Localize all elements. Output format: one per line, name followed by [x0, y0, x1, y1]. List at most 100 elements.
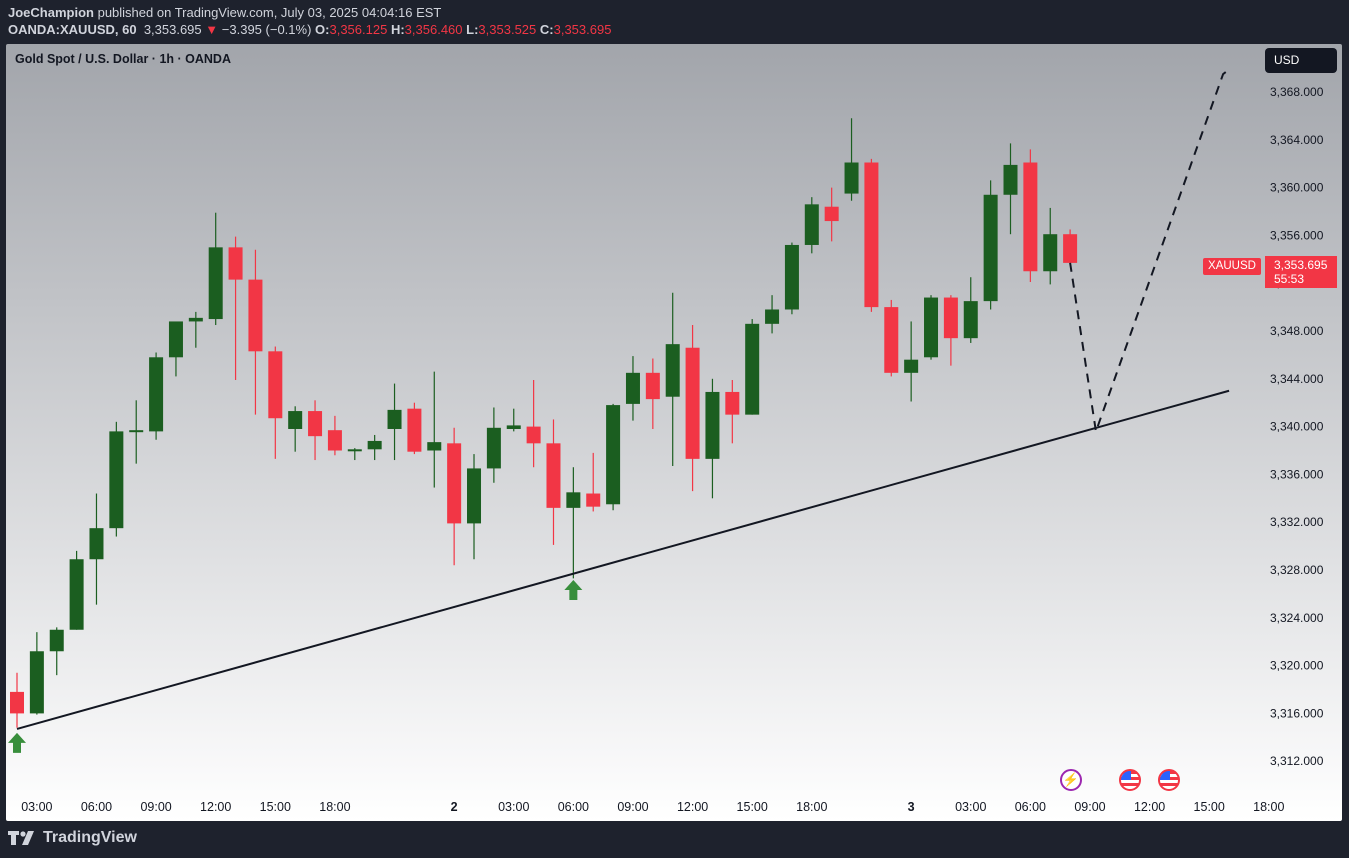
candle-body	[29, 651, 44, 714]
projection-path	[1069, 67, 1232, 432]
candle-body	[1003, 164, 1018, 195]
candle-body	[625, 372, 640, 404]
candle-body	[963, 301, 978, 339]
author-name[interactable]: JoeChampion	[8, 5, 94, 20]
change-value: −3.395 (−0.1%)	[221, 22, 312, 37]
time-tick-label: 09:00	[617, 800, 648, 814]
candle-body	[1063, 234, 1078, 263]
symbol-name: OANDA:XAUUSD, 60	[8, 22, 137, 37]
time-tick-label: 15:00	[260, 800, 291, 814]
candle-body	[208, 247, 223, 320]
high-value: 3,356.460	[404, 22, 463, 37]
chart-pane[interactable]: 3,368.000 3,364.000 3,360.000 3,356.000 3,35…	[6, 44, 1342, 821]
tradingview-logo[interactable]: TradingView	[8, 829, 137, 847]
candle-body	[526, 426, 541, 444]
time-tick-label: 15:00	[1194, 800, 1225, 814]
time-tick-label: 09:00	[140, 800, 171, 814]
time-tick-label: 2	[451, 800, 458, 814]
us-flag-icon[interactable]	[1158, 769, 1180, 791]
price-chart[interactable]: 3,368.000 3,364.000 3,360.000 3,356.000 3,35…	[6, 44, 1342, 821]
candle-body	[467, 468, 482, 524]
candle-body	[49, 629, 64, 652]
ohlc-line: OANDA:XAUUSD, 60 3,353.695 ▼ −3.395 (−0.…	[8, 22, 611, 37]
price-tick-label: 3,320.000	[1270, 659, 1324, 673]
open-value: 3,356.125	[329, 22, 388, 37]
chart-header: JoeChampion published on TradingView.com…	[0, 0, 1349, 44]
candle-body	[387, 409, 402, 429]
candle-body	[645, 372, 660, 400]
time-tick-label: 03:00	[955, 800, 986, 814]
candle-body	[804, 204, 819, 245]
candle-body	[586, 493, 601, 507]
price-tick-label: 3,316.000	[1270, 706, 1324, 720]
last-price-tag: 3,353.695 55:53	[1265, 256, 1337, 288]
price-tick-label: 3,364.000	[1270, 133, 1324, 147]
candle-body	[765, 309, 780, 324]
open-label: O:	[315, 22, 330, 37]
candle-body	[665, 344, 680, 397]
tradingview-logo-icon	[8, 831, 34, 845]
candle-body	[288, 411, 303, 429]
candle-body	[546, 443, 561, 508]
brand-name: TradingView	[43, 829, 137, 846]
time-tick-label: 06:00	[81, 800, 112, 814]
price-tick-label: 3,360.000	[1270, 181, 1324, 195]
price-tick-label: 3,332.000	[1270, 515, 1324, 529]
candle-body	[884, 307, 899, 373]
price-axis: 3,368.0003,364.0003,360.0003,356.0003,35…	[1270, 85, 1324, 768]
candle-body	[784, 244, 799, 310]
time-tick-label: 09:00	[1074, 800, 1105, 814]
price-tick-label: 3,348.000	[1270, 324, 1324, 338]
candle-body	[308, 411, 323, 437]
time-tick-label: 06:00	[558, 800, 589, 814]
candle-body	[705, 391, 720, 459]
candle-body	[168, 321, 183, 358]
candle-body	[1043, 234, 1058, 272]
time-tick-label: 12:00	[1134, 800, 1165, 814]
us-flag-icon[interactable]	[1119, 769, 1141, 791]
price-tick-label: 3,324.000	[1270, 611, 1324, 625]
candle-body	[824, 206, 839, 222]
candle-body	[486, 427, 501, 469]
candle-body	[606, 405, 621, 505]
time-tick-label: 18:00	[796, 800, 827, 814]
down-arrow-icon: ▼	[205, 22, 219, 37]
candle-body	[228, 247, 243, 280]
candle-body	[248, 279, 263, 352]
time-tick-label: 18:00	[319, 800, 350, 814]
candle-body	[904, 359, 919, 373]
price-tick-label: 3,340.000	[1270, 420, 1324, 434]
candle-body	[943, 297, 958, 339]
currency-button[interactable]: USD	[1265, 48, 1337, 73]
publish-line: JoeChampion published on TradingView.com…	[8, 5, 441, 20]
high-label: H:	[390, 22, 405, 37]
candle-body	[427, 442, 442, 451]
candle-body	[924, 297, 939, 358]
time-tick-label: 18:00	[1253, 800, 1284, 814]
chart-background	[6, 44, 1342, 821]
candle-body	[188, 317, 203, 322]
price-tick-label: 3,344.000	[1270, 372, 1324, 386]
candle-body	[129, 430, 144, 433]
candles-layer	[10, 118, 1078, 728]
price-tick-label: 3,356.000	[1270, 228, 1324, 242]
time-axis: 03:00 06:00 09:00 12:00 15:00 18:00 2 03:00 06:0…	[21, 800, 1284, 814]
candle-body	[506, 425, 521, 429]
candle-body	[367, 440, 382, 450]
bar-countdown: 55:53	[1274, 272, 1305, 286]
arrow-up-icon	[564, 579, 583, 600]
time-tick-label: 15:00	[737, 800, 768, 814]
candle-body	[1023, 162, 1038, 272]
low-label: L:	[466, 22, 479, 37]
candle-body	[407, 408, 422, 452]
last-price-tag-value: 3,353.695	[1274, 258, 1328, 272]
price-tick-label: 3,312.000	[1270, 754, 1324, 768]
candle-body	[347, 449, 362, 452]
candle-body	[844, 162, 859, 194]
price-tick-label: 3,368.000	[1270, 85, 1324, 99]
time-tick-label: 12:00	[677, 800, 708, 814]
close-value: 3,353.695	[553, 22, 612, 37]
candle-body	[864, 162, 879, 308]
lightning-icon[interactable]: ⚡	[1060, 769, 1082, 791]
candle-body	[268, 351, 283, 419]
